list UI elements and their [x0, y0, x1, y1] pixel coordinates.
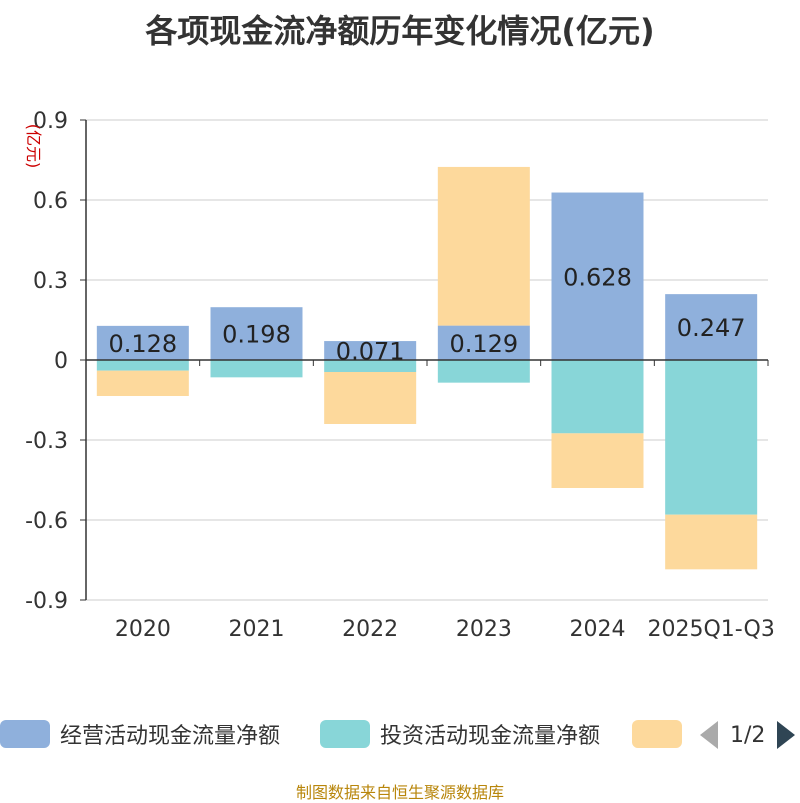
x-tick-label: 2022 [342, 617, 398, 642]
chart-title: 各项现金流净额历年变化情况(亿元) [145, 12, 655, 50]
chart-plot: 0.9 0.6 0.3 0 -0.3 -0.6 -0.9 (亿元) 2020 2021 2022 20… [24, 109, 775, 642]
bar-2025Q1-Q3-series-0[interactable] [665, 294, 758, 360]
legend: 经营活动现金流量净额 投资活动现金流量净额 1/2 [0, 716, 800, 752]
x-tick-label: 2024 [570, 617, 626, 642]
bar-2023-series-1[interactable] [437, 360, 530, 383]
bar-2023-series-2[interactable] [437, 166, 530, 326]
data-label: 0.128 [108, 330, 177, 358]
x-tick-label: 2021 [229, 617, 285, 642]
legend-item-financing[interactable] [632, 716, 682, 752]
bar-2021-series-1[interactable] [210, 360, 303, 378]
bar-2024-series-0[interactable] [551, 192, 644, 360]
source-note: 制图数据来自恒生聚源数据库 [295, 783, 504, 802]
legend-item-investing[interactable]: 投资活动现金流量净额 [320, 716, 600, 752]
legend-swatch-operating [0, 720, 50, 748]
data-label: 0.071 [336, 338, 405, 366]
y-tick-label: -0.9 [25, 589, 68, 614]
data-label: 0.129 [449, 330, 518, 358]
bar-2021-series-0[interactable] [210, 307, 303, 360]
data-label: 0.628 [563, 263, 632, 291]
bar-2022-series-0[interactable] [324, 341, 417, 360]
y-tick-label: 0.9 [33, 109, 68, 134]
data-label: 0.198 [222, 321, 291, 349]
x-tick-label: 2023 [456, 617, 512, 642]
legend-label-investing: 投资活动现金流量净额 [380, 724, 601, 749]
bar-2022-series-2[interactable] [324, 372, 417, 424]
legend-page-indicator: 1/2 [730, 722, 766, 748]
y-tick-label: 0.6 [33, 189, 68, 214]
axis-layer: 0.9 0.6 0.3 0 -0.3 -0.6 -0.9 (亿元) 2020 2021 2022 20… [24, 109, 775, 642]
bar-2020-series-0[interactable] [96, 325, 189, 360]
legend-swatch-financing [632, 720, 682, 748]
bar-2025Q1-Q3-series-2[interactable] [665, 514, 758, 570]
legend-label-operating: 经营活动现金流量净额 [60, 724, 281, 749]
data-label: 0.247 [677, 314, 746, 342]
bar-2024-series-2[interactable] [551, 433, 644, 488]
legend-prev-icon[interactable] [700, 721, 718, 749]
bar-2020-series-1[interactable] [96, 360, 189, 371]
bar-2025Q1-Q3-series-1[interactable] [665, 360, 758, 515]
legend-swatch-investing [320, 720, 370, 748]
x-tick-label: 2025Q1-Q3 [647, 617, 774, 642]
x-tick-label: 2020 [115, 617, 171, 642]
y-tick-label: -0.3 [25, 429, 68, 454]
bar-2020-series-2[interactable] [96, 370, 189, 396]
legend-next-icon[interactable] [777, 721, 796, 749]
bar-2024-series-1[interactable] [551, 360, 644, 434]
legend-item-operating[interactable]: 经营活动现金流量净额 [0, 716, 280, 752]
legend-pager: 1/2 [700, 720, 796, 750]
label-layer: 0.128 0.198 0.071 0.129 0.628 0.247 [108, 263, 745, 365]
y-tick-label: -0.6 [25, 509, 68, 534]
y-axis-label: (亿元) [24, 124, 43, 169]
bar-2022-series-1[interactable] [324, 360, 417, 372]
y-tick-label: 0.3 [33, 269, 68, 294]
bar-layer [96, 166, 758, 570]
y-tick-label: 0 [54, 349, 68, 374]
bar-2023-series-0[interactable] [437, 325, 530, 360]
